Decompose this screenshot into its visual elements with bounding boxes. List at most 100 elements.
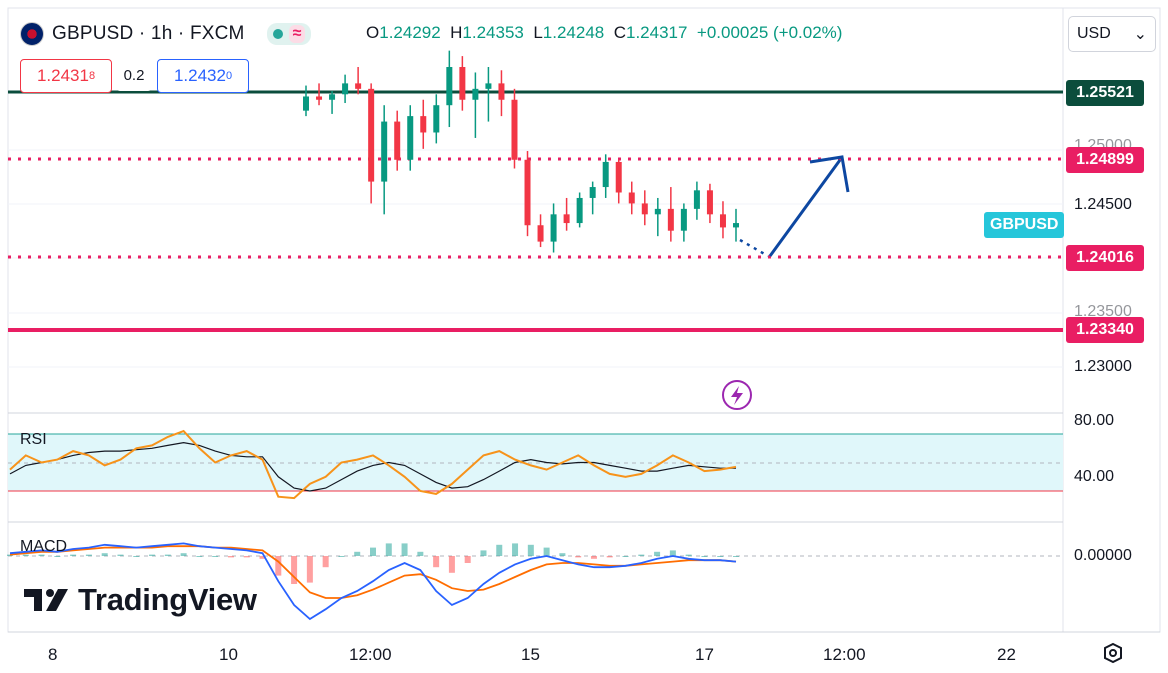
macd-histogram-bar — [149, 554, 156, 556]
macd-histogram-bar — [654, 551, 661, 556]
candle-body — [394, 121, 401, 160]
macd-series — [7, 542, 739, 621]
candle-body — [693, 190, 700, 209]
candle-body — [602, 161, 609, 188]
macd-histogram-bar — [385, 543, 392, 556]
macd-histogram-bar — [70, 554, 77, 556]
macd-histogram-bar — [575, 556, 582, 558]
tradingview-logo-icon — [24, 589, 68, 611]
macd-histogram-bar — [133, 556, 140, 557]
tradingview-watermark: TradingView — [24, 582, 257, 618]
candle-body — [537, 225, 544, 242]
candle-body — [381, 121, 388, 182]
macd-line — [9, 542, 737, 621]
time-tick-6: 12:00 — [823, 645, 866, 664]
macd-histogram-bar — [354, 551, 361, 556]
candle-body — [472, 88, 479, 100]
time-tick-2: 10 — [219, 645, 238, 664]
rsi-band — [8, 434, 1063, 491]
time-tick-3: 12:00 — [349, 645, 392, 664]
candle-body — [667, 208, 674, 231]
candle-body — [576, 197, 583, 224]
candle-body — [316, 96, 323, 100]
candle-body — [615, 161, 622, 193]
ohlc-legend: O1.24292 H1.24353 L1.24248 C1.24317 +0.0… — [366, 23, 843, 42]
symbol-header[interactable]: GBPUSD · 1h · FXCM ≈ — [20, 20, 312, 48]
level-tag-3[interactable]: 1.24016 — [1066, 245, 1144, 271]
macd-histogram-bar — [496, 544, 503, 556]
macd-histogram-bar — [306, 556, 313, 583]
macd-histogram-bar — [559, 553, 566, 556]
macd-histogram-bar — [22, 554, 29, 556]
macd-histogram-bar — [85, 554, 92, 556]
candle-body — [719, 214, 726, 228]
symbol-price-tag: GBPUSD — [984, 212, 1065, 238]
macd-histogram-bar — [685, 554, 692, 556]
rsi-tick-40: 40.00 — [1074, 468, 1115, 485]
candle-body — [589, 187, 596, 198]
macd-histogram-bar — [370, 547, 376, 556]
macd-histogram-bar — [512, 543, 519, 556]
macd-histogram-bar — [638, 554, 645, 556]
macd-histogram-bar — [212, 556, 219, 557]
rsi-ma-line — [9, 441, 736, 492]
candle-body — [628, 192, 635, 204]
rsi-series — [9, 429, 737, 500]
candle-body — [433, 105, 440, 133]
rsi-line — [9, 429, 737, 500]
chart-frame — [7, 7, 1161, 633]
macd-histogram-bar — [401, 543, 408, 556]
time-tick-1: 8 — [48, 645, 58, 664]
projection-arrow[interactable] — [739, 155, 850, 258]
macd-histogram-bar — [38, 554, 45, 556]
macd-histogram-bar — [275, 556, 282, 576]
candle-body — [563, 214, 570, 224]
macd-histogram-bar — [7, 554, 13, 556]
macd-histogram-bar — [717, 556, 724, 557]
macd-histogram-bar — [291, 556, 298, 584]
time-tick-5: 17 — [695, 645, 714, 664]
spread-value: 0.2 — [116, 59, 152, 91]
macd-histogram-bar — [196, 556, 203, 557]
symbol-label[interactable]: GBPUSD · 1h · FXCM — [52, 23, 245, 44]
gbp-flag-icon — [20, 22, 44, 46]
candlestick-series — [303, 50, 739, 253]
candle-body — [459, 67, 466, 100]
candle-body — [368, 88, 375, 182]
candle-body — [498, 83, 505, 100]
candle-body — [329, 94, 336, 100]
candle-body — [342, 83, 349, 95]
macd-histogram-bar — [527, 544, 534, 556]
rsi-label[interactable]: RSI — [20, 431, 47, 448]
candle-body — [680, 208, 687, 231]
level-tag-4[interactable]: 1.23340 — [1066, 317, 1144, 343]
macd-histogram-bar — [464, 556, 471, 563]
candle-body — [524, 159, 531, 226]
macd-tick-zero: 0.00000 — [1074, 547, 1132, 564]
level-tag-2[interactable]: 1.24899 — [1066, 147, 1144, 173]
market-open-icon — [272, 29, 283, 39]
sell-button[interactable]: 1.2431 8 — [20, 59, 112, 93]
macd-histogram-bar — [180, 553, 187, 556]
candle-body — [303, 96, 309, 111]
candle-body — [511, 99, 518, 160]
macd-histogram-bar — [543, 547, 550, 556]
rsi-tick-80: 80.00 — [1074, 412, 1115, 429]
macd-label[interactable]: MACD — [20, 538, 68, 555]
lightning-icon[interactable] — [722, 380, 752, 410]
price-tick-3: 1.23500 — [1074, 303, 1132, 320]
currency-select[interactable]: USD ⌄ — [1068, 16, 1156, 52]
market-status-pill[interactable]: ≈ — [266, 23, 312, 45]
macd-histogram-bar — [733, 556, 739, 557]
macd-histogram-bar — [669, 550, 676, 556]
macd-histogram-bar — [590, 556, 597, 559]
buy-button[interactable]: 1.2432 0 — [157, 59, 249, 93]
macd-histogram-bar — [227, 556, 234, 558]
settings-icon[interactable] — [1104, 642, 1122, 664]
candle-body — [641, 203, 648, 215]
level-tag-1[interactable]: 1.25521 — [1066, 80, 1144, 106]
price-gridlines — [8, 149, 1063, 368]
macd-histogram-bar — [338, 556, 345, 557]
candle-body — [550, 214, 557, 242]
